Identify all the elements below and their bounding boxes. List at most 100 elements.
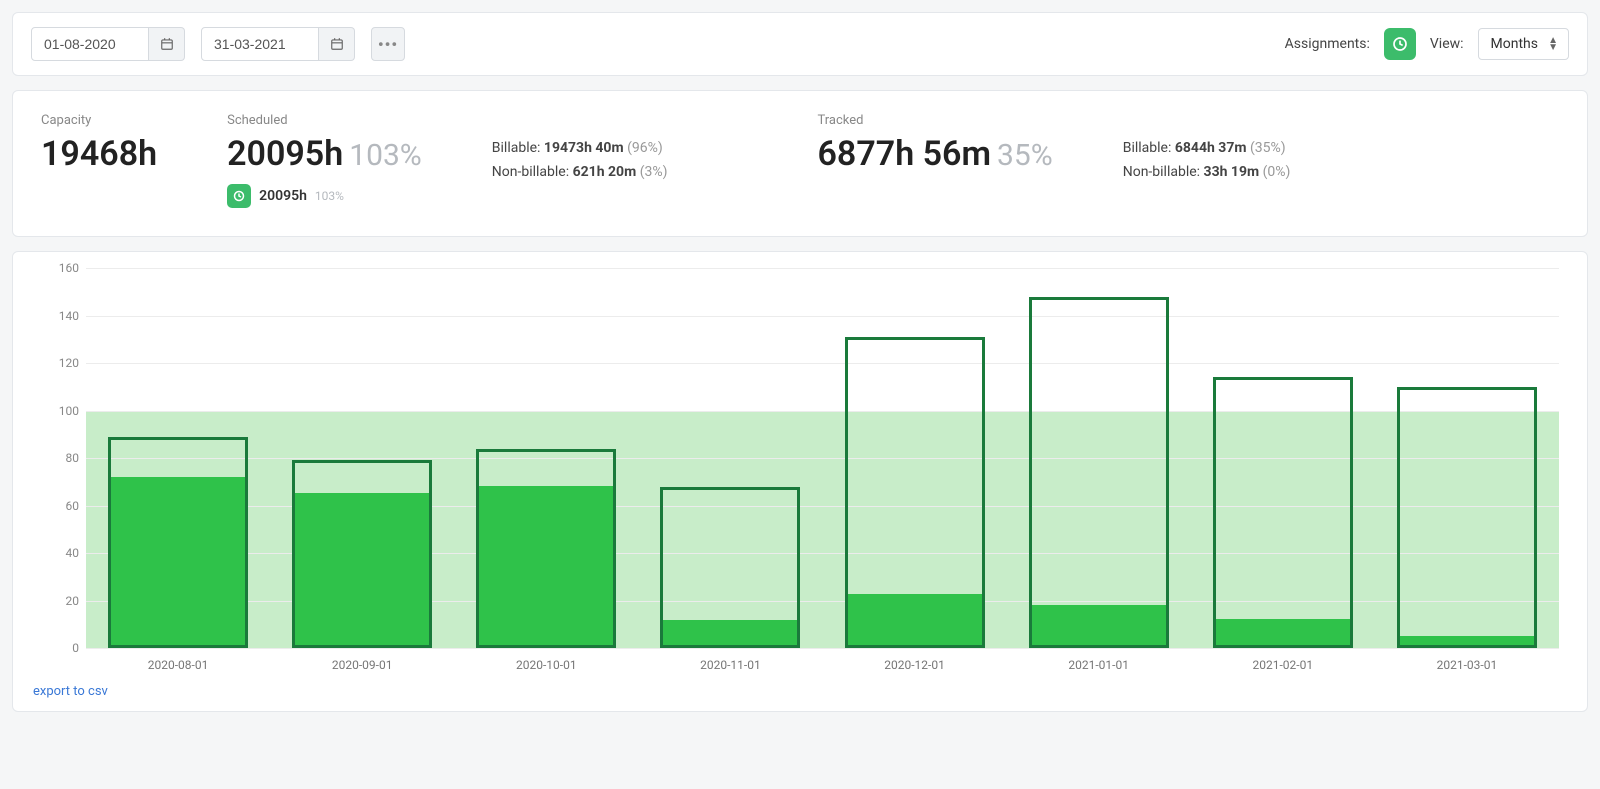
- stat-capacity-value: 19468h: [41, 134, 157, 174]
- chart-panel: 0 20 40 60 80 100 120 140 160 2020-08-012020-09-0…: [12, 251, 1588, 712]
- stat-scheduled-label: Scheduled: [227, 113, 422, 128]
- scheduled-nonbillable: Non-billable: 621h 20m (3%): [492, 161, 668, 185]
- chart-bar-outer: [1397, 387, 1537, 648]
- stat-capacity: Capacity 19468h: [41, 113, 157, 174]
- toolbar-left: •••: [31, 27, 405, 61]
- chart-y-tick: 160: [31, 261, 79, 275]
- view-select-value: Months: [1491, 36, 1538, 52]
- stat-scheduled-value-num: 20095h: [227, 134, 343, 174]
- chart-bar-outer: [660, 487, 800, 649]
- chart-area: 0204060801001201401602020-08-012020-09-0…: [31, 268, 1569, 678]
- chart-bar-outer: [108, 437, 248, 648]
- view-label: View:: [1430, 36, 1464, 52]
- chart-y-tick: 60: [31, 499, 79, 513]
- export-csv-link[interactable]: export to csv: [31, 678, 1569, 701]
- chart-bar-outer: [1029, 297, 1169, 649]
- chart-bar-slot: [1375, 268, 1559, 648]
- chart-bar-slot: [1191, 268, 1375, 648]
- view-select[interactable]: Months ▲▼: [1478, 28, 1569, 60]
- chart-bar-slot: [823, 268, 1007, 648]
- scheduled-nonbillable-value: 621h 20m: [573, 164, 637, 180]
- chart-bar-slot: [270, 268, 454, 648]
- stat-scheduled: Scheduled 20095h103% 20095h 103%: [227, 113, 422, 208]
- chart-bar-inner: [1032, 605, 1166, 645]
- clock-badge-icon: [227, 184, 251, 208]
- tracked-nonbillable: Non-billable: 33h 19m (0%): [1123, 161, 1291, 185]
- scheduled-nonbillable-label: Non-billable:: [492, 164, 569, 180]
- tracked-billable-pct: (35%): [1250, 140, 1286, 156]
- stat-tracked: Tracked 6877h 56m35%: [818, 113, 1053, 174]
- scheduled-breakdown: Billable: 19473h 40m (96%) Non-billable:…: [492, 113, 668, 185]
- chart-bars: [86, 268, 1559, 648]
- chart-bar-outer: [845, 337, 985, 648]
- chart-y-tick: 140: [31, 309, 79, 323]
- chart-x-tick: 2020-10-01: [454, 658, 638, 672]
- tracked-breakdown: Billable: 6844h 37m (35%) Non-billable: …: [1123, 113, 1291, 185]
- stat-scheduled-value: 20095h103%: [227, 134, 422, 174]
- chart-bar-inner: [111, 477, 245, 645]
- date-to-calendar-button[interactable]: [319, 27, 355, 61]
- chart-x-tick: 2020-12-01: [823, 658, 1007, 672]
- date-to-input[interactable]: [201, 27, 319, 61]
- scheduled-billable-label: Billable:: [492, 140, 541, 156]
- chart-bar-slot: [1007, 268, 1191, 648]
- chart-bar-outer: [476, 449, 616, 649]
- assignments-label: Assignments:: [1285, 36, 1370, 52]
- chart-bar-outer: [292, 460, 432, 648]
- chart-x-tick: 2020-09-01: [270, 658, 454, 672]
- stat-tracked-value: 6877h 56m35%: [818, 134, 1053, 174]
- chart-bar-inner: [295, 493, 429, 645]
- chart-x-tick: 2020-08-01: [86, 658, 270, 672]
- chart-x-tick: 2021-03-01: [1375, 658, 1559, 672]
- stat-scheduled-sub: 20095h 103%: [227, 184, 344, 208]
- stat-capacity-label: Capacity: [41, 113, 157, 128]
- date-to-group: [201, 27, 355, 61]
- chevron-sort-icon: ▲▼: [1548, 37, 1558, 51]
- clock-icon: [1392, 36, 1408, 52]
- stat-tracked-pct: 35%: [997, 138, 1053, 173]
- stat-scheduled-sub-pct: 103%: [315, 189, 344, 203]
- chart-bar-inner: [479, 486, 613, 645]
- scheduled-billable-value: 19473h 40m: [544, 140, 624, 156]
- scheduled-billable-pct: (96%): [627, 140, 663, 156]
- chart-bar-outer: [1213, 377, 1353, 648]
- stat-tracked-label: Tracked: [818, 113, 1053, 128]
- chart-x-tick: 2021-02-01: [1191, 658, 1375, 672]
- chart-bar-inner: [1400, 636, 1534, 645]
- chart-bar-slot: [86, 268, 270, 648]
- more-options-button[interactable]: •••: [371, 27, 405, 61]
- tracked-billable-label: Billable:: [1123, 140, 1172, 156]
- chart-bar-slot: [638, 268, 822, 648]
- calendar-icon: [160, 37, 174, 51]
- chart-x-tick: 2020-11-01: [638, 658, 822, 672]
- toolbar-right: Assignments: View: Months ▲▼: [1285, 28, 1569, 60]
- date-from-group: [31, 27, 185, 61]
- scheduled-billable: Billable: 19473h 40m (96%): [492, 137, 668, 161]
- chart-y-tick: 0: [31, 641, 79, 655]
- chart-y-tick: 120: [31, 356, 79, 370]
- chart-y-tick: 80: [31, 451, 79, 465]
- chart-gridline: [86, 648, 1559, 649]
- chart-y-tick: 20: [31, 594, 79, 608]
- scheduled-nonbillable-pct: (3%): [640, 164, 668, 180]
- stat-tracked-value-num: 6877h 56m: [818, 134, 992, 174]
- tracked-nonbillable-pct: (0%): [1263, 164, 1291, 180]
- date-from-calendar-button[interactable]: [149, 27, 185, 61]
- chart-y-tick: 40: [31, 546, 79, 560]
- tracked-billable-value: 6844h 37m: [1175, 140, 1247, 156]
- tracked-billable: Billable: 6844h 37m (35%): [1123, 137, 1291, 161]
- tracked-nonbillable-value: 33h 19m: [1204, 164, 1260, 180]
- stat-scheduled-sub-value: 20095h: [259, 188, 307, 204]
- assignments-toggle-button[interactable]: [1384, 28, 1416, 60]
- toolbar: ••• Assignments: View: Months ▲▼: [12, 12, 1588, 76]
- stats-panel: Capacity 19468h Scheduled 20095h103% 200…: [12, 90, 1588, 237]
- chart-bar-inner: [663, 620, 797, 645]
- tracked-nonbillable-label: Non-billable:: [1123, 164, 1200, 180]
- chart-bar-inner: [848, 594, 982, 645]
- chart-y-tick: 100: [31, 404, 79, 418]
- calendar-icon: [330, 37, 344, 51]
- chart-bar-inner: [1216, 619, 1350, 645]
- stat-scheduled-pct: 103%: [349, 138, 422, 173]
- chart-bar-slot: [454, 268, 638, 648]
- date-from-input[interactable]: [31, 27, 149, 61]
